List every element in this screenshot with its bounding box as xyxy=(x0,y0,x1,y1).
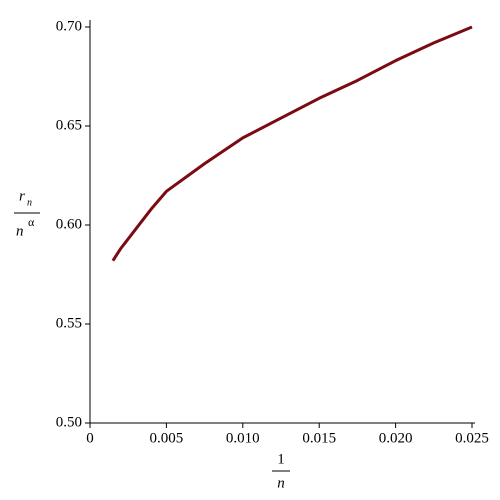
y-tick-label: 0.60 xyxy=(56,216,82,232)
y-tick-label: 0.65 xyxy=(56,117,82,133)
x-tick-label: 0 xyxy=(86,430,94,446)
y-label-numerator: r xyxy=(19,188,25,204)
x-tick-label: 0.010 xyxy=(226,430,260,446)
y-tick-label: 0.55 xyxy=(56,315,82,331)
x-axis-label: 1 n xyxy=(272,451,290,491)
y-label-subscript: n xyxy=(27,197,32,208)
x-label-numerator: 1 xyxy=(277,451,285,467)
x-tick-label: 0.015 xyxy=(302,430,336,446)
x-tick-label: 0.005 xyxy=(150,430,184,446)
y-label-superscript: α xyxy=(28,215,35,229)
x-tick-label: 0.025 xyxy=(455,430,489,446)
y-tick-label: 0.50 xyxy=(56,414,82,430)
x-tick-label: 0.020 xyxy=(379,430,413,446)
y-axis-label: r n n α xyxy=(14,188,40,239)
x-label-denominator: n xyxy=(277,475,285,491)
line xyxy=(111,25,473,262)
y-label-denominator: n xyxy=(16,223,24,239)
y-tick-label: 0.70 xyxy=(56,18,82,34)
